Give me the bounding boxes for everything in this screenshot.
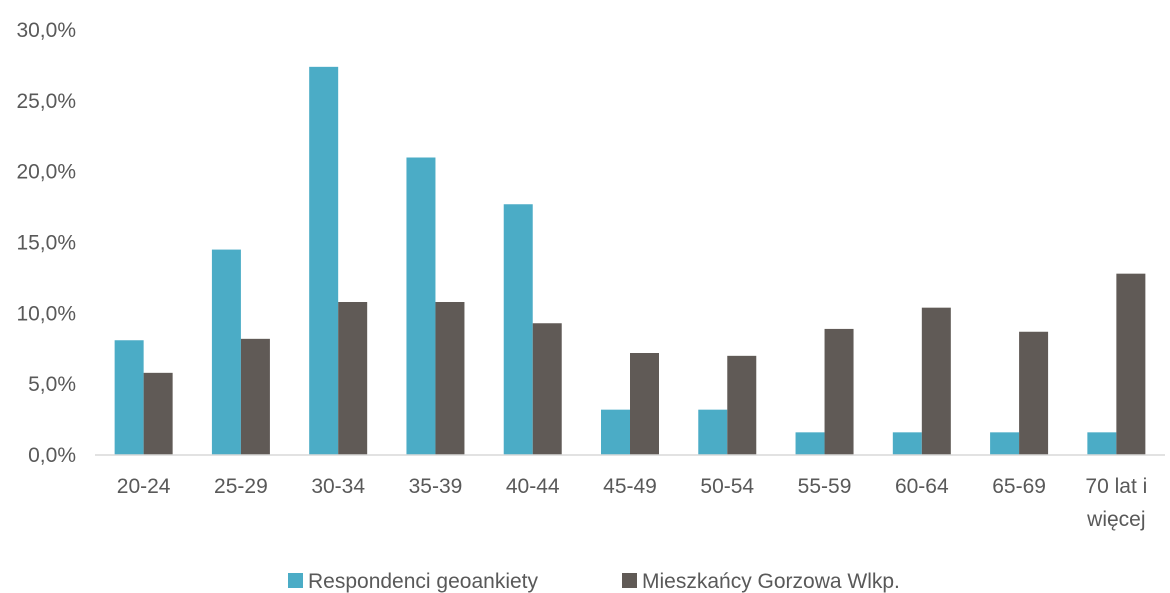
x-tick-label: 30-34 — [311, 475, 365, 498]
x-tick-label: 65-69 — [992, 475, 1046, 498]
bar-respondenci — [990, 432, 1020, 455]
bar-respondenci — [211, 249, 241, 455]
bars — [114, 66, 1146, 455]
bar-mieszkancy — [240, 338, 270, 455]
bar-mieszkancy — [824, 328, 854, 455]
bar-respondenci — [698, 409, 728, 455]
x-tick-label: 35-39 — [409, 475, 463, 498]
x-tick-label: 55-59 — [798, 475, 852, 498]
y-axis: 0,0% 5,0% 10,0% 15,0% 20,0% 25,0% 30,0% — [16, 19, 76, 467]
bar-mieszkancy — [630, 353, 659, 455]
bar-respondenci — [406, 157, 436, 455]
bar-respondenci — [795, 432, 825, 455]
x-tick-label: 50-54 — [700, 475, 754, 498]
bar-respondenci — [503, 204, 533, 455]
bar-mieszkancy — [1019, 331, 1049, 455]
bar-mieszkancy — [1116, 273, 1146, 455]
x-tick-label: 40-44 — [506, 475, 560, 498]
bar-respondenci — [601, 409, 630, 455]
x-tick-label: 45-49 — [603, 475, 657, 498]
y-tick-label: 25,0% — [16, 90, 76, 113]
bar-respondenci — [114, 340, 144, 455]
bar-respondenci — [1087, 432, 1117, 455]
legend-label: Mieszkańcy Gorzowa Wlkp. — [642, 570, 900, 593]
x-tick-label: więcej — [1086, 508, 1145, 531]
bar-respondenci — [309, 66, 339, 455]
bar-mieszkancy — [435, 302, 465, 455]
bar-mieszkancy — [532, 323, 562, 455]
bar-mieszkancy — [338, 302, 368, 455]
x-tick-label: 20-24 — [117, 475, 171, 498]
bar-mieszkancy — [727, 355, 757, 455]
legend-swatch — [622, 573, 637, 588]
y-tick-label: 15,0% — [16, 232, 76, 255]
y-tick-label: 10,0% — [16, 302, 76, 325]
bar-respondenci — [892, 432, 922, 455]
y-tick-label: 20,0% — [16, 161, 76, 184]
bar-mieszkancy — [143, 372, 173, 455]
legend-swatch — [288, 573, 303, 588]
y-tick-label: 5,0% — [28, 373, 76, 396]
y-tick-label: 0,0% — [28, 444, 76, 467]
bar-mieszkancy — [921, 307, 951, 455]
x-tick-label: 60-64 — [895, 475, 949, 498]
legend-label: Respondenci geoankiety — [308, 570, 538, 593]
x-tick-label: 25-29 — [214, 475, 268, 498]
x-axis: 20-24 25-29 30-34 35-39 40-44 45-49 50-54 55-59… — [117, 475, 1148, 531]
y-tick-label: 30,0% — [16, 19, 76, 42]
legend: Respondenci geoankiety Mieszkańcy Gorzowa… — [288, 570, 900, 593]
x-tick-label: 70 lat i — [1085, 475, 1147, 498]
